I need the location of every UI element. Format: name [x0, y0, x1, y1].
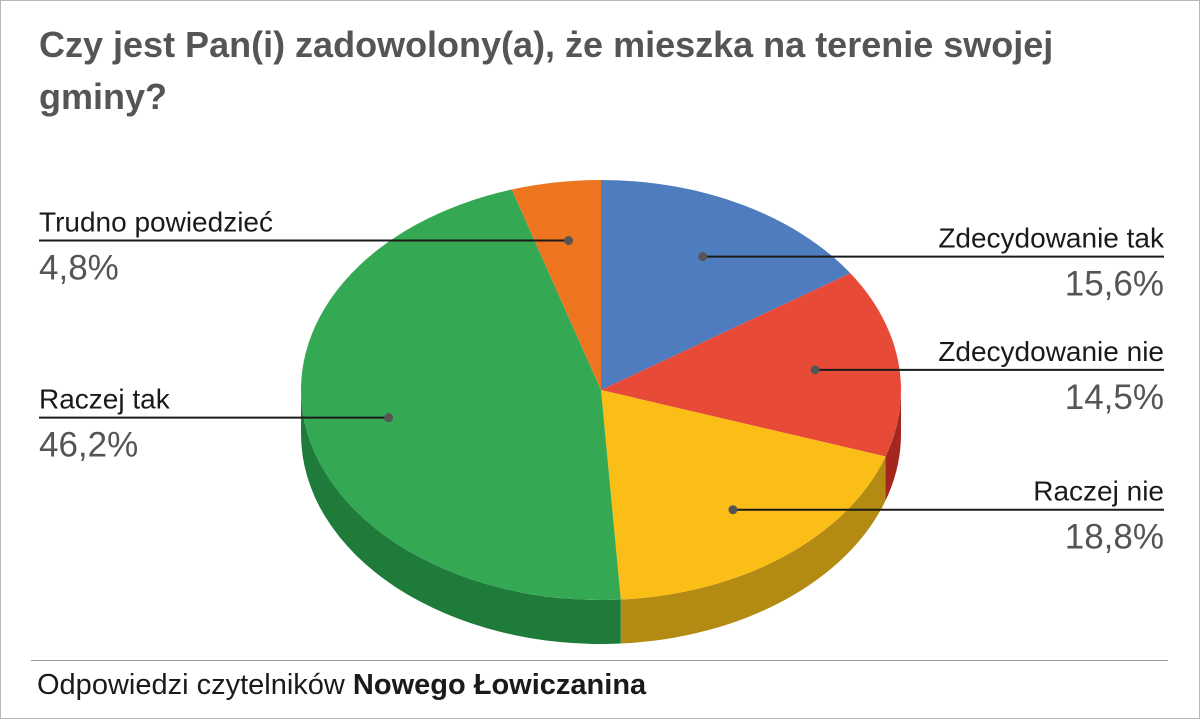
leader-dot-zdecydowanie-tak — [698, 252, 708, 262]
slice-label-zdecydowanie-nie: Zdecydowanie nie — [938, 336, 1164, 367]
source-publication: Nowego Łowiczanina — [352, 669, 647, 701]
source-prefix: Odpowiedzi czytelników — [37, 669, 353, 701]
leader-dot-zdecydowanie-nie — [810, 365, 820, 375]
pie-sides — [301, 390, 901, 644]
pie-chart: Zdecydowanie tak 15,6% Zdecydowanie nie 14,… — [39, 180, 1165, 644]
pie-slice-trudno-powiedziec — [511, 180, 601, 390]
pie-slice-raczej-nie — [601, 390, 886, 600]
slice-value-zdecydowanie-nie: 14,5% — [1065, 378, 1164, 417]
leader-dot-raczej-nie — [728, 505, 738, 515]
footer-divider — [31, 660, 1168, 661]
leader-dot-raczej-tak — [384, 413, 394, 423]
pie-side-raczej-tak — [301, 390, 621, 644]
pie-slice-raczej-tak — [300, 189, 621, 600]
slice-label-raczej-nie: Raczej nie — [1033, 476, 1164, 507]
pie-slices — [300, 180, 901, 600]
slice-value-raczej-tak: 46,2% — [39, 426, 138, 465]
slice-value-raczej-nie: 18,8% — [1065, 518, 1164, 557]
leader-dot-trudno-powiedziec — [564, 236, 574, 246]
pie-side-zdecydowanie-nie — [885, 390, 901, 501]
source-note: Odpowiedzi czytelników Nowego Łowiczanin… — [37, 669, 646, 702]
pie-side-raczej-nie — [620, 456, 886, 644]
pie-slice-zdecydowanie-nie — [601, 273, 901, 457]
slice-label-raczej-tak: Raczej tak — [39, 384, 171, 415]
slice-value-zdecydowanie-tak: 15,6% — [1065, 265, 1164, 304]
slice-value-trudno-powiedziec: 4,8% — [39, 249, 119, 288]
chart-title: Czy jest Pan(i) zadowolony(a), że mieszk… — [39, 24, 1054, 117]
pie-labels: Zdecydowanie tak 15,6% Zdecydowanie nie 14,… — [39, 207, 1165, 557]
slice-label-trudno-powiedziec: Trudno powiedzieć — [39, 207, 273, 238]
pie-slice-zdecydowanie-tak — [601, 180, 851, 390]
slice-label-zdecydowanie-tak: Zdecydowanie tak — [938, 223, 1165, 254]
